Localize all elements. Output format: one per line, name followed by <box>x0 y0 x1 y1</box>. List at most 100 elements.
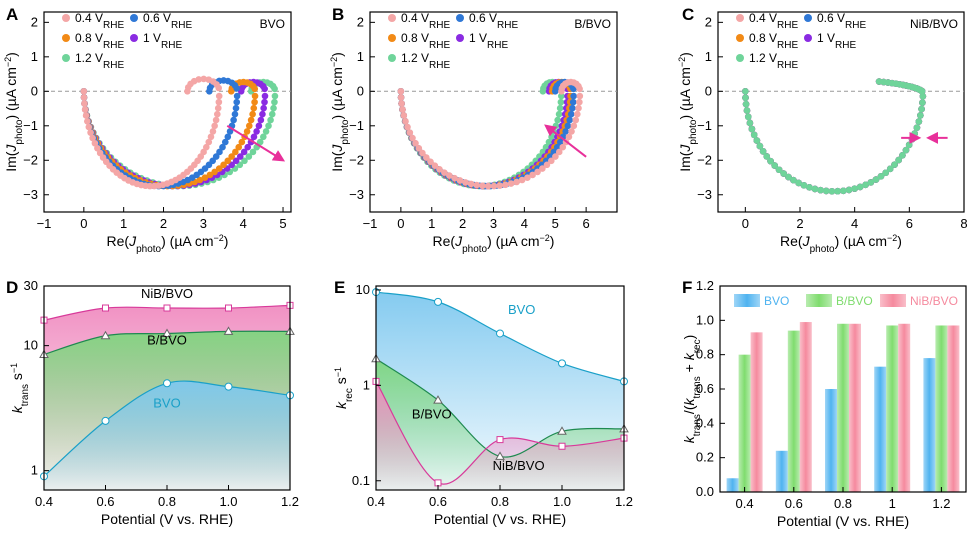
data-point <box>257 116 265 124</box>
legend-label: 0.8 VRHE <box>75 31 124 51</box>
x-tick-label: 3 <box>490 216 497 231</box>
legend-label: 0.8 VRHE <box>749 31 798 51</box>
y-tick-label: −3 <box>349 187 364 202</box>
legend-label: 0.8 VRHE <box>401 31 450 51</box>
sample-title: NiB/BVO <box>910 17 958 31</box>
data-point <box>557 426 567 435</box>
data-point <box>902 146 910 154</box>
data-point <box>219 143 226 151</box>
data-point <box>496 436 504 444</box>
data-point <box>840 187 847 195</box>
data-point <box>490 182 498 190</box>
legend-label: 0.6 VRHE <box>143 11 192 31</box>
legend-label: B/BVO <box>836 294 873 308</box>
data-point <box>785 173 792 181</box>
legend-label: 1 VRHE <box>469 31 508 51</box>
data-point <box>221 138 229 146</box>
bar-BVO <box>726 478 739 492</box>
panel-letter: E <box>334 278 345 297</box>
data-point <box>268 110 276 118</box>
legend: 0.4 VRHE 0.6 VRHE 0.8 VRHE 1 VRHE 1.2 VRHE <box>62 11 192 71</box>
legend: 0.4 VRHE 0.6 VRHE 0.8 VRHE 1 VRHE 1.2 VRHE <box>388 11 518 71</box>
x-tick-label: 0.8 <box>491 494 509 509</box>
legend-marker <box>736 54 744 62</box>
data-point <box>822 187 830 195</box>
legend-swatch <box>880 294 906 307</box>
data-point <box>451 174 458 182</box>
y-tick-label: 0.2 <box>696 450 714 465</box>
data-point <box>856 183 864 191</box>
data-point <box>215 98 223 106</box>
data-point <box>404 123 411 131</box>
bar-BBVO <box>886 325 899 492</box>
data-point <box>233 98 241 106</box>
plot-frame <box>717 11 965 213</box>
data-point <box>557 138 564 146</box>
data-point <box>554 116 561 124</box>
y-tick-label: −2 <box>697 152 712 167</box>
data-point <box>398 100 405 107</box>
data-point <box>851 185 858 192</box>
data-point <box>259 110 266 118</box>
x-tick-label: −1 <box>37 216 52 231</box>
legend-label: 1.2 VRHE <box>75 51 124 71</box>
x-axis-label: Potential (V vs. RHE) <box>434 511 566 527</box>
legend-marker <box>736 14 744 22</box>
x-tick-label: 2 <box>160 216 167 231</box>
data-point <box>496 329 504 338</box>
data-point <box>82 112 90 119</box>
x-tick-label: 5 <box>552 216 559 231</box>
data-point <box>84 118 91 125</box>
data-point <box>228 161 236 169</box>
area-NiBBVO <box>376 381 624 490</box>
data-point <box>206 171 214 179</box>
x-tick-label: 1.0 <box>553 494 571 509</box>
data-point <box>260 104 267 112</box>
x-tick-label: 2 <box>796 216 803 231</box>
y-tick-label: 30 <box>24 278 38 293</box>
data-point <box>919 93 927 100</box>
data-point <box>220 161 227 169</box>
x-axis-label: Potential (V vs. RHE) <box>777 513 909 529</box>
data-point <box>227 88 235 95</box>
x-tick-label: 5 <box>279 216 286 231</box>
data-point <box>748 125 756 133</box>
data-point <box>559 143 567 151</box>
data-point <box>201 174 209 181</box>
data-point <box>225 304 232 312</box>
data-point <box>524 174 531 181</box>
data-point <box>568 128 575 135</box>
bar-BBVO <box>738 354 751 492</box>
x-tick-label: 0.8 <box>158 494 176 509</box>
y-tick-label: 0.6 <box>696 381 714 396</box>
data-point <box>245 153 253 160</box>
data-point <box>434 479 442 487</box>
y-tick-label: −1 <box>349 118 364 133</box>
data-point <box>433 395 443 404</box>
bar-BBVO <box>837 323 849 492</box>
x-tick-label: 2 <box>459 216 466 231</box>
data-point <box>800 182 808 189</box>
data-point <box>882 169 890 177</box>
data-point <box>206 88 213 95</box>
data-point <box>211 168 218 176</box>
x-tick-label: 0.6 <box>785 496 803 511</box>
data-point <box>817 186 824 194</box>
data-point <box>196 176 204 184</box>
data-point <box>742 94 749 102</box>
data-point <box>790 176 797 184</box>
data-point <box>243 128 251 135</box>
data-point <box>548 157 555 165</box>
data-point <box>241 157 248 165</box>
y-tick-label: −1 <box>23 118 38 133</box>
data-point <box>759 148 767 155</box>
sample-title: BVO <box>260 17 285 31</box>
panel-letter: C <box>682 5 694 24</box>
x-axis-label: Re(Jphoto) (µA cm−2) <box>780 233 902 255</box>
data-point <box>89 134 96 142</box>
y-tick-label: 0 <box>705 83 712 98</box>
y-tick-label: 0.0 <box>696 484 714 499</box>
data-point <box>502 181 509 189</box>
data-point <box>552 122 560 130</box>
data-point <box>877 173 885 180</box>
